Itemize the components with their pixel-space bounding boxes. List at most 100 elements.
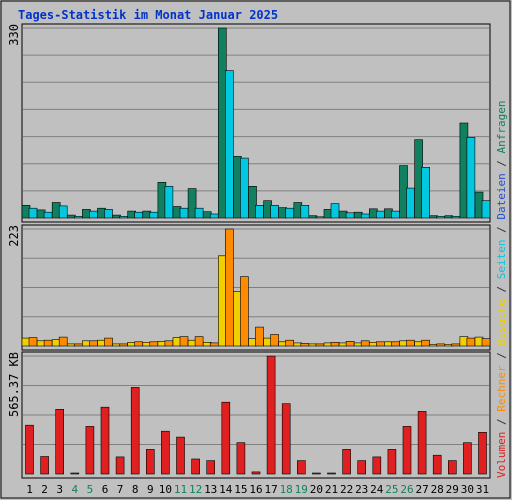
- bar-rechner-day-16: [255, 326, 264, 347]
- day-label-22: 22: [340, 483, 353, 496]
- bar-seiten-day-24: [375, 210, 385, 219]
- bar-seiten-day-17: [270, 205, 279, 219]
- bar-volumen-day-14: [221, 401, 231, 475]
- bar-rechner-day-14: [225, 228, 234, 347]
- bottom-panel-max-label: 565.37 KB: [7, 352, 21, 417]
- day-label-7: 7: [117, 483, 124, 496]
- bar-rechner-day-1: [28, 337, 38, 347]
- middle-panel-gridlines: [23, 228, 489, 318]
- bar-seiten-day-31: [481, 200, 491, 219]
- bottom-panel-bars: [25, 355, 487, 475]
- bar-anfragen-day-12: [187, 188, 197, 219]
- bar-seiten-day-14: [225, 70, 234, 219]
- series-legend: Volumen / Rechner / Besuche / Seiten / D…: [495, 100, 508, 478]
- bar-rechner-day-21: [330, 341, 340, 347]
- bar-rechner-day-4: [74, 343, 83, 347]
- top-panel: 330: [7, 23, 491, 223]
- bottom-panel-gridlines: [23, 355, 489, 445]
- middle-panel-bars: [21, 228, 491, 347]
- bar-volumen-day-3: [55, 408, 65, 475]
- day-label-26: 26: [400, 483, 413, 496]
- bar-seiten-day-22: [345, 212, 355, 219]
- day-label-30: 30: [461, 483, 474, 496]
- bar-volumen-day-27: [417, 411, 427, 475]
- day-label-9: 9: [147, 483, 154, 496]
- bar-seiten-day-18: [285, 207, 295, 219]
- bar-volumen-day-16: [251, 471, 261, 475]
- bar-volumen-day-23: [357, 460, 367, 475]
- bar-volumen-day-17: [266, 355, 276, 475]
- bar-volumen-day-10: [161, 430, 170, 475]
- day-label-16: 16: [249, 483, 262, 496]
- bar-rechner-day-10: [164, 340, 174, 347]
- day-axis-labels: 1 2 3 4 5 6 7 8 9 10 11 12 13 14 15 16 17 18 19 20 21 22 23 24 2…: [26, 483, 489, 496]
- bar-seiten-day-6: [104, 209, 113, 219]
- bar-seiten-day-25: [391, 210, 400, 219]
- bar-volumen-day-15: [236, 442, 246, 475]
- bar-seiten-day-1: [28, 207, 38, 219]
- bar-rechner-day-29: [451, 343, 461, 347]
- day-label-21: 21: [325, 483, 338, 496]
- bar-seiten-day-19: [300, 205, 310, 219]
- day-label-31: 31: [476, 483, 489, 496]
- bar-seiten-day-16: [255, 205, 264, 219]
- chart-title: Tages-Statistik im Monat Januar 2025: [18, 8, 278, 22]
- bar-seiten-day-7: [119, 216, 128, 219]
- bar-rechner-day-8: [134, 341, 143, 347]
- bar-rechner-day-3: [58, 336, 68, 347]
- bar-rechner-day-18: [285, 339, 295, 347]
- legend-part: Rechner: [495, 365, 508, 412]
- bar-volumen-day-12: [191, 458, 200, 475]
- bar-rechner-day-31: [481, 338, 491, 347]
- bar-rechner-day-27: [421, 339, 430, 347]
- bar-seiten-day-2: [43, 211, 53, 219]
- legend-part: Seiten: [495, 240, 508, 280]
- day-label-5: 5: [87, 483, 94, 496]
- bar-seiten-day-11: [179, 207, 189, 219]
- legend-part: /: [495, 412, 508, 432]
- bar-volumen-day-4: [70, 472, 80, 475]
- bar-volumen-day-2: [40, 456, 49, 475]
- bar-volumen-day-13: [206, 460, 215, 475]
- bar-volumen-day-22: [342, 449, 351, 475]
- bar-volumen-day-26: [402, 426, 412, 475]
- bar-rechner-day-24: [375, 341, 385, 347]
- bar-volumen-day-6: [100, 406, 110, 475]
- bar-seiten-day-26: [406, 187, 415, 219]
- bar-rechner-day-12: [194, 336, 204, 347]
- bar-volumen-day-30: [463, 442, 472, 475]
- legend-part: Besuche: [495, 299, 508, 345]
- bar-seiten-day-5: [89, 210, 98, 219]
- legend-part: Dateien: [495, 173, 508, 219]
- bar-seiten-day-21: [330, 203, 340, 219]
- bar-seiten-day-27: [421, 167, 430, 219]
- legend-part: /: [495, 153, 508, 173]
- day-label-13: 13: [204, 483, 217, 496]
- day-label-23: 23: [355, 483, 368, 496]
- bar-rechner-day-11: [179, 336, 189, 347]
- bar-seiten-day-10: [164, 186, 174, 219]
- bar-volumen-day-8: [130, 387, 140, 475]
- day-label-25: 25: [385, 483, 398, 496]
- bar-rechner-day-28: [436, 343, 446, 347]
- day-label-19: 19: [295, 483, 308, 496]
- bar-rechner-day-19: [300, 343, 310, 347]
- bar-rechner-day-20: [315, 343, 325, 347]
- bar-volumen-day-1: [25, 424, 34, 475]
- middle-panel-max-label: 223: [7, 225, 21, 247]
- day-label-11: 11: [174, 483, 187, 496]
- bar-volumen-day-7: [115, 456, 125, 475]
- legend-part: /: [495, 346, 508, 366]
- legend-part: Volumen: [495, 432, 508, 478]
- top-panel-gridlines: [23, 27, 489, 192]
- middle-panel: 223: [7, 224, 491, 351]
- bar-rechner-day-22: [345, 340, 355, 347]
- bar-seiten-day-23: [360, 213, 370, 219]
- bar-volumen-day-31: [478, 431, 487, 475]
- day-label-28: 28: [431, 483, 444, 496]
- bar-seiten-day-15: [240, 157, 249, 219]
- bar-seiten-day-9: [149, 211, 159, 219]
- bar-rechner-day-2: [43, 339, 53, 347]
- bar-seiten-day-13: [209, 213, 219, 219]
- bar-volumen-day-9: [146, 449, 155, 475]
